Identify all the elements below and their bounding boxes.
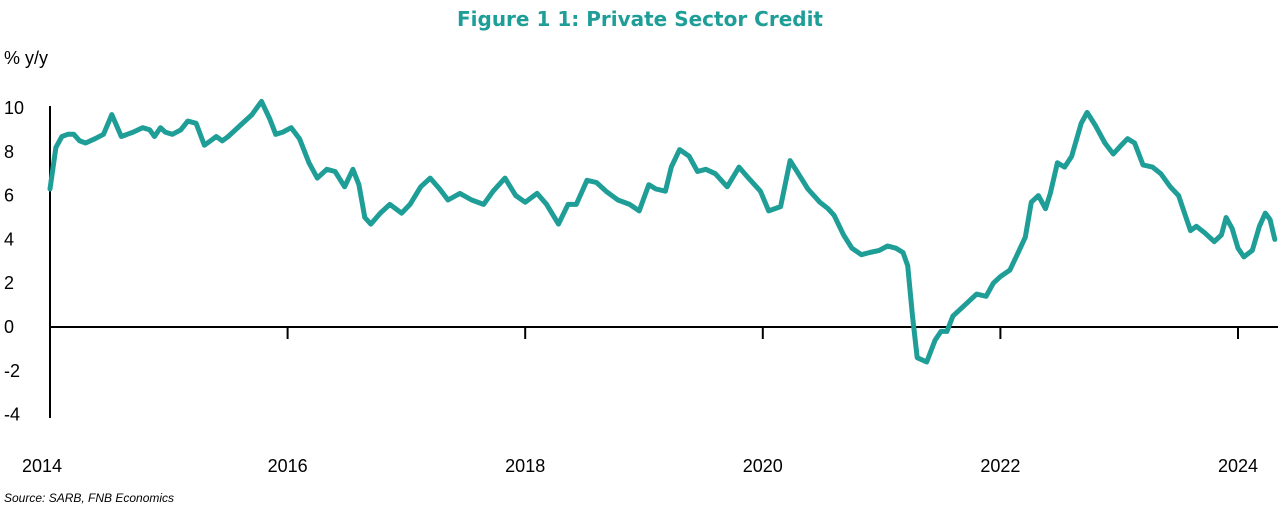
y-tick-label: 2 — [4, 273, 14, 293]
y-tick-label: -2 — [4, 361, 20, 381]
x-tick-labels: 2014 2016 2018 2020 2022 2024 — [22, 456, 1258, 476]
x-tick-label: 2024 — [1218, 456, 1258, 476]
x-tick-label: 2022 — [980, 456, 1020, 476]
y-tick-labels: 10 8 6 4 2 0 -2 -4 — [4, 98, 24, 425]
source-note: Source: SARB, FNB Economics — [4, 491, 174, 505]
y-axis-label: % y/y — [4, 48, 48, 68]
x-tick-label: 2020 — [743, 456, 783, 476]
y-tick-label: 4 — [4, 229, 14, 249]
y-tick-label: 10 — [4, 98, 24, 118]
x-tick-label: 2018 — [505, 456, 545, 476]
y-tick-label: 0 — [4, 317, 14, 337]
y-tick-label: 8 — [4, 142, 14, 162]
y-tick-label: 6 — [4, 186, 14, 206]
y-tick-label: -4 — [4, 405, 20, 425]
x-tick-label: 2016 — [268, 456, 308, 476]
x-tick-label: 2014 — [22, 456, 62, 476]
chart-title: Figure 1 1: Private Sector Credit — [457, 7, 823, 31]
series-line — [47, 98, 1278, 365]
x-tick-marks — [286, 327, 1239, 339]
